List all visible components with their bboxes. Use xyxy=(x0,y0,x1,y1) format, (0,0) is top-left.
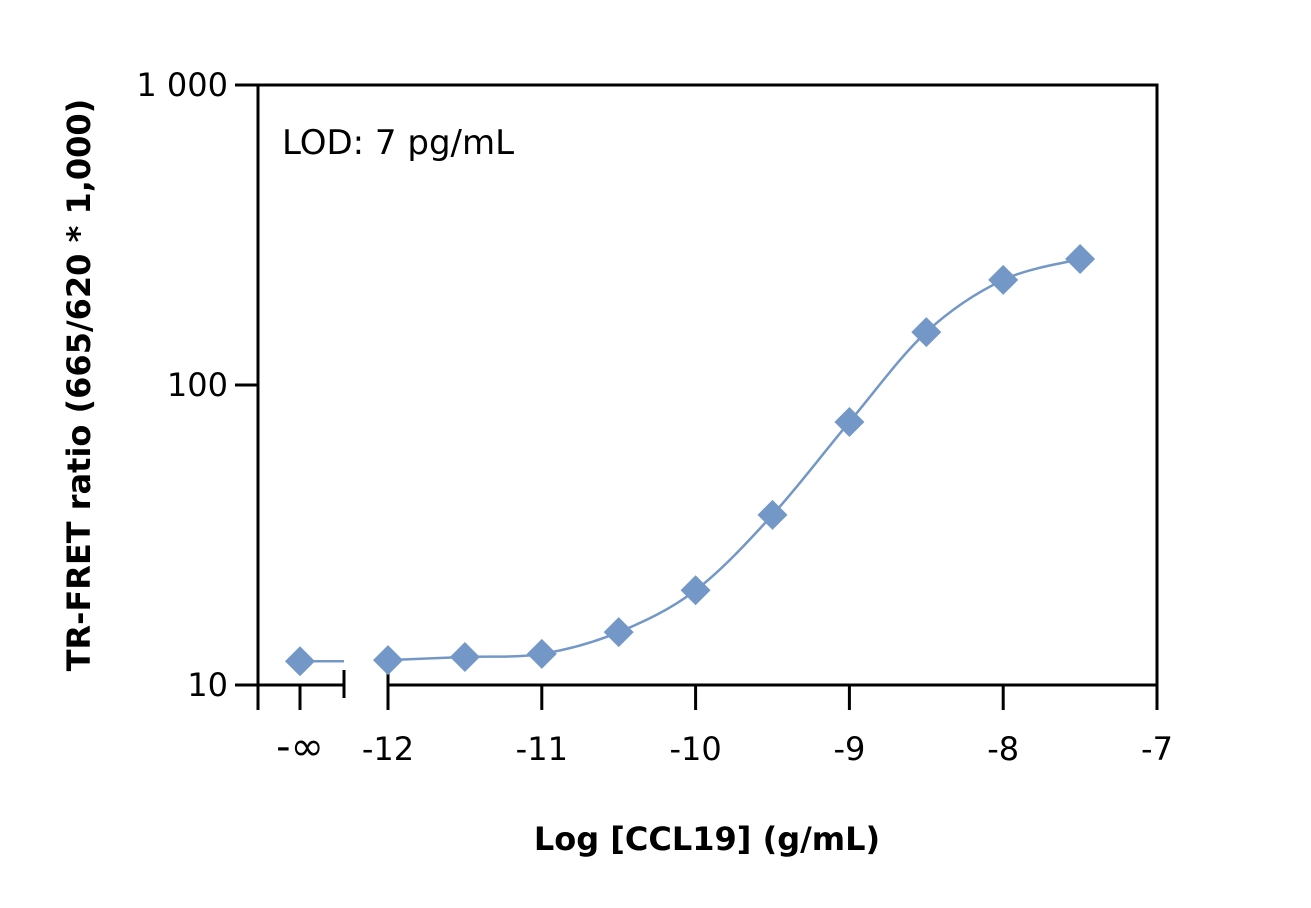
x-tick-label: -11 xyxy=(516,730,568,768)
x-tick-label: -12 xyxy=(362,730,414,768)
lod-annotation: LOD: 7 pg/mL xyxy=(282,123,514,163)
x-tick-label: -9 xyxy=(833,730,865,768)
data-point xyxy=(449,641,480,672)
fit-curve xyxy=(300,257,1081,663)
data-point xyxy=(1065,244,1096,275)
data-point xyxy=(526,638,557,669)
data-point xyxy=(680,575,711,606)
fit-line xyxy=(387,257,1081,662)
x-tick-label: -7 xyxy=(1141,730,1173,768)
y-axis-label: TR-FRET ratio (665/620 * 1,000) xyxy=(60,99,98,672)
ticks: 10 100 1 000 -∞ -12 -11 -10 -9 -8 -7 xyxy=(136,66,1173,770)
x-axis-label: Log [CCL19] (g/mL) xyxy=(534,820,880,858)
y-tick-label: 100 xyxy=(167,366,228,404)
data-points xyxy=(285,244,1096,677)
x-tick-label: -10 xyxy=(669,730,721,768)
y-tick-label: 1 000 xyxy=(136,66,228,104)
y-tick-label: 10 xyxy=(187,666,228,704)
data-point xyxy=(834,406,865,437)
x-tick-label: -8 xyxy=(987,730,1019,768)
x-tick-label: -∞ xyxy=(276,724,324,770)
data-point xyxy=(757,499,788,530)
data-point xyxy=(603,617,634,648)
data-point xyxy=(285,646,315,677)
plot-border xyxy=(256,83,1159,710)
data-point xyxy=(911,317,942,348)
plot-frame xyxy=(256,83,1159,710)
data-point xyxy=(373,645,403,676)
data-point xyxy=(988,264,1019,295)
